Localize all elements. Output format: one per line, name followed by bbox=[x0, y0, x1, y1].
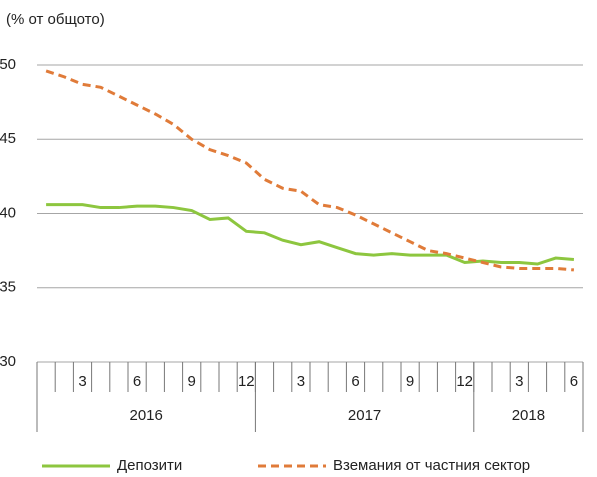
y-tick-label: 40 bbox=[0, 204, 16, 221]
x-tick-label: 9 bbox=[406, 373, 414, 390]
y-tick-label: 30 bbox=[0, 353, 16, 370]
legend-label: Вземания от частния сектор bbox=[333, 457, 530, 474]
y-tick-label: 35 bbox=[0, 279, 16, 296]
group-label: 2018 bbox=[512, 407, 545, 424]
x-tick-label: 6 bbox=[351, 373, 359, 390]
x-tick-label: 12 bbox=[238, 373, 255, 390]
y-tick-label: 45 bbox=[0, 130, 16, 147]
group-label: 2016 bbox=[130, 407, 163, 424]
x-tick-label: 12 bbox=[456, 373, 473, 390]
legend-label: Депозити bbox=[117, 457, 182, 474]
x-tick-label: 6 bbox=[570, 373, 578, 390]
series-line bbox=[46, 203, 575, 266]
group-label: 2017 bbox=[348, 407, 381, 424]
x-tick-label: 6 bbox=[133, 373, 141, 390]
y-tick-label: 50 bbox=[0, 56, 16, 73]
chart-subtitle: (% от общото) bbox=[6, 11, 105, 28]
x-tick-label: 9 bbox=[188, 373, 196, 390]
x-tick-label: 3 bbox=[78, 373, 86, 390]
x-tick-label: 3 bbox=[297, 373, 305, 390]
series-line bbox=[45, 69, 575, 272]
x-tick-label: 3 bbox=[515, 373, 523, 390]
